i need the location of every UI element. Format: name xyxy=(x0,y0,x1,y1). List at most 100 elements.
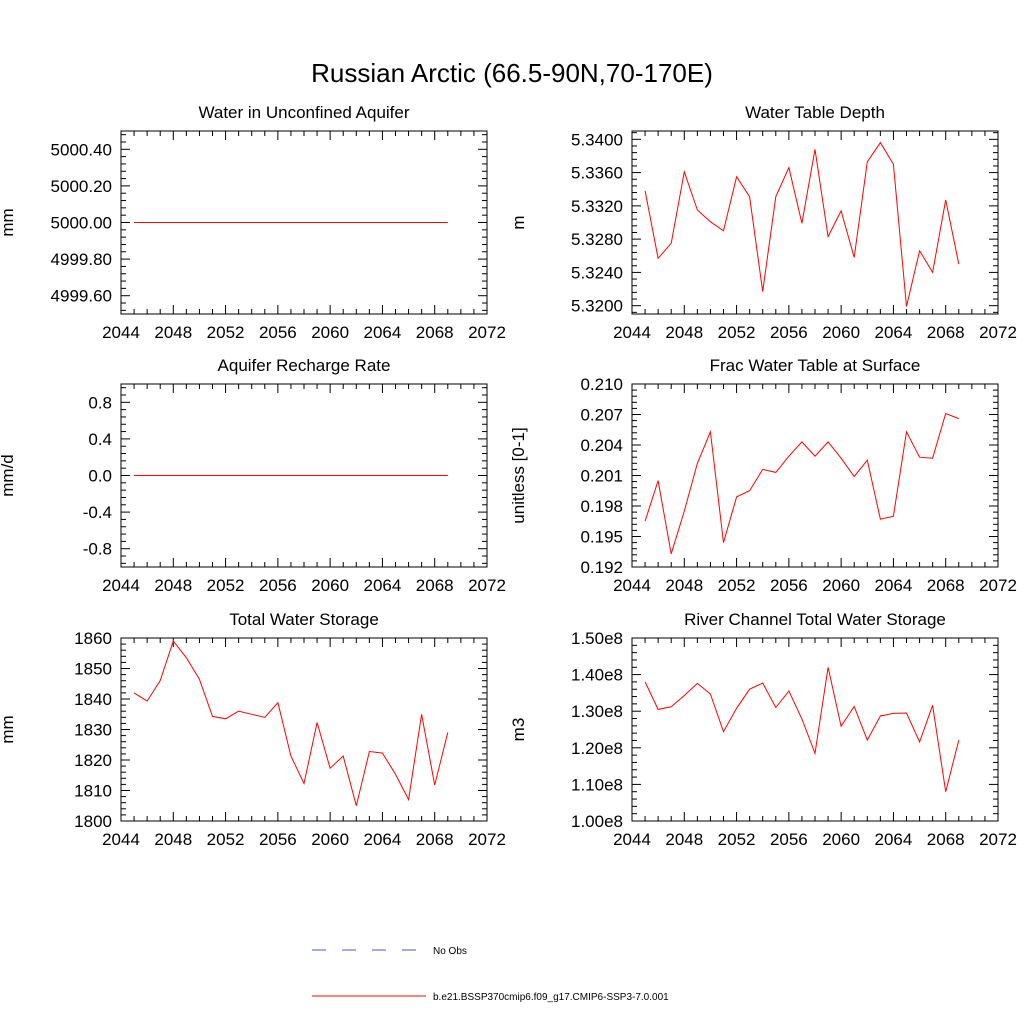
x-tick-label: 2048 xyxy=(665,323,703,342)
x-tick-label: 2060 xyxy=(822,576,860,595)
x-tick-label: 2064 xyxy=(875,323,913,342)
x-tick-label: 2044 xyxy=(613,576,651,595)
panel-title: Total Water Storage xyxy=(229,610,379,629)
legend-label: b.e21.BSSP370cmip6.f09_g17.CMIP6-SSP3-7.… xyxy=(433,992,669,1003)
x-tick-label: 2064 xyxy=(875,576,913,595)
y-tick-label: 1830 xyxy=(74,721,112,740)
y-tick-label: 5.3320 xyxy=(571,197,623,216)
y-axis-label: mm xyxy=(0,715,17,743)
series-line xyxy=(133,639,449,806)
panel-title: Aquifer Recharge Rate xyxy=(218,356,391,375)
y-tick-label: 1850 xyxy=(74,660,112,679)
y-tick-label: 1.50e8 xyxy=(571,629,623,648)
y-tick-label: 5.3360 xyxy=(571,164,623,183)
x-tick-label: 2068 xyxy=(416,576,454,595)
x-tick-label: 2068 xyxy=(927,323,965,342)
x-tick-label: 2060 xyxy=(311,830,349,849)
x-tick-label: 2052 xyxy=(207,830,245,849)
x-tick-label: 2060 xyxy=(822,830,860,849)
x-tick-label: 2072 xyxy=(468,576,506,595)
x-tick-label: 2056 xyxy=(770,830,808,849)
legend-label: No Obs xyxy=(433,946,467,957)
y-tick-label: 1810 xyxy=(74,782,112,801)
x-tick-label: 2064 xyxy=(364,576,402,595)
x-tick-label: 2044 xyxy=(613,830,651,849)
x-tick-label: 2048 xyxy=(665,576,703,595)
x-tick-label: 2060 xyxy=(822,323,860,342)
y-tick-label: 1860 xyxy=(74,629,112,648)
y-tick-label: 5000.40 xyxy=(51,140,112,159)
chart-panel-3: Aquifer Recharge Rate 2044 2048 2052 2056 206… xyxy=(0,356,506,595)
plot-frame xyxy=(631,130,999,315)
chart-panel-1: Water in Unconfined Aquifer 2044 2048 2052 2… xyxy=(0,103,506,342)
x-tick-label: 2064 xyxy=(364,830,402,849)
y-tick-label: 1.20e8 xyxy=(571,739,623,758)
chart-panel-6: River Channel Total Water Storage 2044 204… xyxy=(509,610,1017,849)
y-tick-label: 0.198 xyxy=(580,497,623,516)
y-tick-label: 0.195 xyxy=(580,528,623,547)
y-tick-label: 0.210 xyxy=(580,375,623,394)
panel-title: River Channel Total Water Storage xyxy=(684,610,946,629)
series-line xyxy=(644,141,960,307)
y-tick-label: 0.201 xyxy=(580,467,623,486)
y-tick-label: 5.3400 xyxy=(571,130,623,149)
x-tick-label: 2052 xyxy=(718,830,756,849)
series-line xyxy=(644,667,960,792)
y-axis-label: mm/d xyxy=(0,454,17,497)
y-tick-label: 1.40e8 xyxy=(571,666,623,685)
y-tick-label: -0.8 xyxy=(83,540,112,559)
x-tick-label: 2068 xyxy=(927,576,965,595)
panel-title: Frac Water Table at Surface xyxy=(710,356,921,375)
y-tick-label: 4999.60 xyxy=(51,287,112,306)
y-tick-label: 0.204 xyxy=(580,436,623,455)
x-tick-label: 2072 xyxy=(979,576,1017,595)
x-tick-label: 2052 xyxy=(207,576,245,595)
y-tick-label: 0.8 xyxy=(88,393,112,412)
y-tick-label: 4999.80 xyxy=(51,250,112,269)
y-axis-label: unitless [0-1] xyxy=(509,427,528,523)
y-tick-label: 1.10e8 xyxy=(571,775,623,794)
y-tick-label: 1820 xyxy=(74,751,112,770)
plot-frame xyxy=(120,637,488,822)
x-tick-label: 2060 xyxy=(311,576,349,595)
plot-frame xyxy=(631,637,999,822)
y-tick-label: 5.3200 xyxy=(571,297,623,316)
plot-frame xyxy=(631,383,999,568)
x-tick-label: 2072 xyxy=(979,830,1017,849)
y-tick-label: 5000.20 xyxy=(51,177,112,196)
x-tick-label: 2056 xyxy=(259,830,297,849)
x-tick-label: 2052 xyxy=(718,323,756,342)
figure-title: Russian Arctic (66.5-90N,70-170E) xyxy=(311,58,713,88)
x-tick-label: 2044 xyxy=(613,323,651,342)
y-tick-label: 5000.00 xyxy=(51,214,112,233)
panel-title: Water Table Depth xyxy=(745,103,885,122)
y-tick-label: 1.30e8 xyxy=(571,702,623,721)
y-tick-label: 5.3240 xyxy=(571,263,623,282)
chart-panels: Water in Unconfined Aquifer 2044 2048 2052 2… xyxy=(0,103,1017,849)
x-tick-label: 2048 xyxy=(154,830,192,849)
y-tick-label: 1800 xyxy=(74,812,112,831)
x-tick-label: 2044 xyxy=(102,323,140,342)
x-tick-label: 2068 xyxy=(416,830,454,849)
y-tick-label: 1.00e8 xyxy=(571,812,623,831)
x-tick-label: 2072 xyxy=(979,323,1017,342)
y-tick-label: 0.0 xyxy=(88,467,112,486)
x-tick-label: 2056 xyxy=(770,323,808,342)
x-tick-label: 2072 xyxy=(468,323,506,342)
x-tick-label: 2064 xyxy=(364,323,402,342)
y-axis-label: m xyxy=(509,215,528,229)
x-tick-label: 2056 xyxy=(770,576,808,595)
x-tick-label: 2052 xyxy=(718,576,756,595)
y-tick-label: 0.4 xyxy=(88,430,112,449)
x-tick-label: 2056 xyxy=(259,576,297,595)
x-tick-label: 2060 xyxy=(311,323,349,342)
y-axis-label: m3 xyxy=(509,718,528,742)
legend: No Obs b.e21.BSSP370cmip6.f09_g17.CMIP6-S… xyxy=(312,946,669,1003)
y-axis-label: mm xyxy=(0,208,17,236)
y-tick-label: 1840 xyxy=(74,690,112,709)
y-tick-label: 5.3280 xyxy=(571,230,623,249)
panel-title: Water in Unconfined Aquifer xyxy=(198,103,409,122)
x-tick-label: 2048 xyxy=(154,323,192,342)
x-tick-label: 2044 xyxy=(102,576,140,595)
